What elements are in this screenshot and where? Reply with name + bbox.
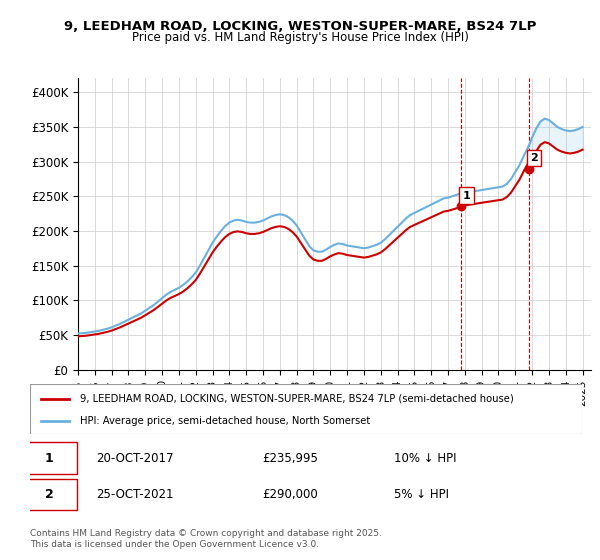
Text: Contains HM Land Registry data © Crown copyright and database right 2025.
This d: Contains HM Land Registry data © Crown c…: [30, 529, 382, 549]
Text: £290,000: £290,000: [262, 488, 317, 501]
Text: 1: 1: [463, 190, 470, 200]
FancyBboxPatch shape: [30, 384, 582, 434]
Text: Price paid vs. HM Land Registry's House Price Index (HPI): Price paid vs. HM Land Registry's House …: [131, 31, 469, 44]
FancyBboxPatch shape: [25, 442, 77, 474]
Text: 9, LEEDHAM ROAD, LOCKING, WESTON-SUPER-MARE, BS24 7LP: 9, LEEDHAM ROAD, LOCKING, WESTON-SUPER-M…: [64, 20, 536, 32]
Text: HPI: Average price, semi-detached house, North Somerset: HPI: Average price, semi-detached house,…: [80, 417, 370, 426]
Text: 10% ↓ HPI: 10% ↓ HPI: [394, 452, 457, 465]
Text: 20-OCT-2017: 20-OCT-2017: [96, 452, 174, 465]
Text: 9, LEEDHAM ROAD, LOCKING, WESTON-SUPER-MARE, BS24 7LP (semi-detached house): 9, LEEDHAM ROAD, LOCKING, WESTON-SUPER-M…: [80, 394, 514, 404]
Text: 1: 1: [45, 452, 53, 465]
FancyBboxPatch shape: [25, 479, 77, 510]
Text: 2: 2: [45, 488, 53, 501]
Text: 5% ↓ HPI: 5% ↓ HPI: [394, 488, 449, 501]
Text: £235,995: £235,995: [262, 452, 318, 465]
Text: 2: 2: [530, 153, 538, 163]
Text: 25-OCT-2021: 25-OCT-2021: [96, 488, 174, 501]
